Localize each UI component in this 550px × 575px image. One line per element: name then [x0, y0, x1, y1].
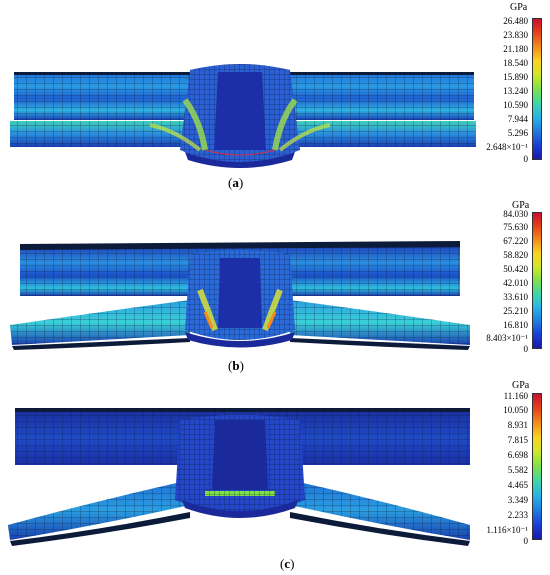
colorbar-unit-c: GPa — [512, 380, 530, 391]
panel-a: GPa 26.480 23.830 21.180 18.540 15.890 1… — [0, 0, 550, 195]
colorbar-tick-c: 3.349 — [507, 495, 528, 505]
colorbar-tick-c: 4.465 — [507, 480, 528, 490]
colorbar-c — [532, 393, 542, 540]
colorbar-tick-b: 67.220 — [503, 236, 528, 246]
colorbar-unit-a: GPa — [510, 2, 528, 13]
colorbar-tick-c: 5.582 — [507, 465, 528, 475]
colorbar-a — [532, 18, 542, 160]
colorbar-tick-a: 15.890 — [503, 72, 528, 82]
colorbar-tick-b: 16.810 — [503, 320, 528, 330]
colorbar-tick-b: 75.630 — [503, 222, 528, 232]
colorbar-tick-b: 42.010 — [503, 278, 528, 288]
colorbar-tick-c: 11.160 — [503, 391, 528, 401]
caption-a: (a) — [228, 175, 243, 191]
colorbar-tick-c: 6.698 — [507, 450, 528, 460]
colorbar-gradient-a — [533, 19, 541, 159]
colorbar-tick-b: 33.610 — [503, 292, 528, 302]
caption-b-open: ( — [228, 358, 233, 373]
colorbar-tick-a: 21.180 — [503, 44, 528, 54]
colorbar-tick-a: 5.296 — [507, 128, 528, 138]
caption-a-open: ( — [228, 175, 233, 190]
caption-c-letter: c — [284, 556, 291, 571]
colorbar-tick-b: 50.420 — [503, 264, 528, 274]
colorbar-tick-c: 0 — [523, 536, 529, 546]
colorbar-tick-c: 2.233 — [507, 510, 528, 520]
panel-c: GPa 11.160 10.050 8.931 7.815 6.698 5.58… — [0, 380, 550, 575]
colorbar-tick-c: 7.815 — [507, 435, 528, 445]
colorbar-tick-b: 84.030 — [503, 209, 528, 219]
fea-contour-plot-a — [10, 64, 476, 168]
colorbar-b — [532, 212, 542, 349]
colorbar-tick-c: 1.116×10⁻¹ — [486, 525, 528, 535]
caption-c-close: ) — [290, 556, 295, 571]
colorbar-tick-a: 7.944 — [507, 114, 528, 124]
colorbar-tick-a: 26.480 — [503, 16, 528, 26]
fea-contour-plot-c — [8, 408, 470, 546]
colorbar-tick-a: 2.648×10⁻¹ — [486, 142, 528, 152]
colorbar-gradient-c — [533, 394, 541, 539]
colorbar-tick-b: 8.403×10⁻¹ — [486, 333, 528, 343]
caption-c-open: ( — [280, 556, 285, 571]
caption-b-close: ) — [239, 358, 244, 373]
panel-b: GPa 84.030 75.630 67.220 58.820 50.420 4… — [0, 200, 550, 380]
colorbar-tick-a: 0 — [523, 154, 529, 164]
colorbar-gradient-b — [533, 213, 541, 348]
fea-contour-plot-b — [10, 241, 470, 350]
colorbar-tick-c: 10.050 — [503, 405, 528, 415]
caption-c: (c) — [280, 556, 294, 572]
colorbar-tick-b: 0 — [523, 344, 529, 354]
caption-a-close: ) — [238, 175, 244, 190]
caption-b: (b) — [228, 358, 244, 374]
colorbar-tick-a: 13.240 — [503, 86, 528, 96]
colorbar-tick-b: 58.820 — [503, 250, 528, 260]
colorbar-tick-a: 23.830 — [503, 30, 528, 40]
colorbar-tick-c: 8.931 — [507, 420, 528, 430]
colorbar-tick-a: 10.590 — [503, 100, 528, 110]
colorbar-unit-b: GPa — [512, 200, 530, 211]
colorbar-tick-b: 25.210 — [503, 306, 528, 316]
colorbar-tick-a: 18.540 — [503, 58, 528, 68]
caption-b-letter: b — [232, 358, 240, 373]
caption-a-letter: a — [232, 175, 239, 190]
